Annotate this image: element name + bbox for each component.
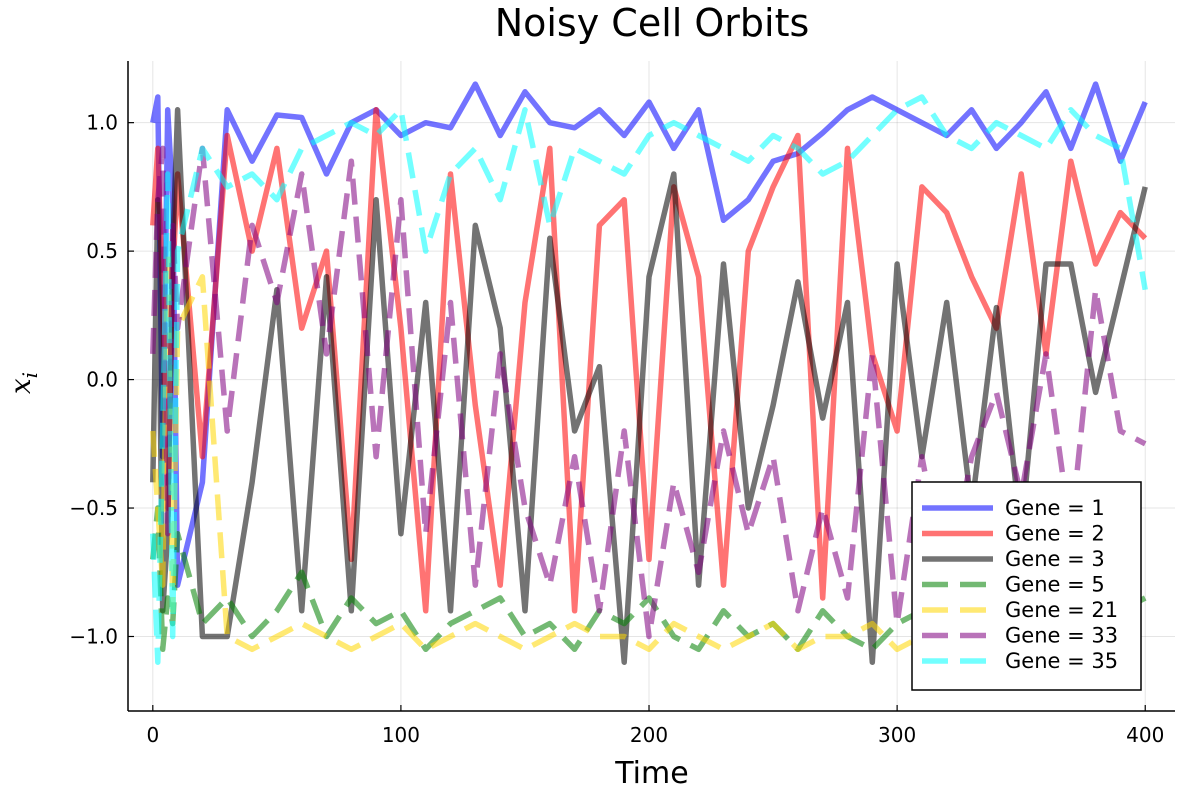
x-axis-label: Time	[614, 756, 688, 791]
series-line	[150, 94, 1148, 665]
y-tick-label: 1.0	[86, 111, 118, 135]
x-tick-label: 200	[630, 723, 668, 747]
series-line	[150, 107, 1148, 665]
x-tick-label: 0	[146, 723, 159, 747]
legend-label: Gene = 21	[1005, 598, 1118, 622]
series-line	[150, 107, 1148, 614]
x-tick-label: 400	[1126, 723, 1164, 747]
x-tick-label: 300	[878, 723, 916, 747]
legend-label: Gene = 33	[1005, 624, 1118, 648]
legend-label: Gene = 2	[1005, 522, 1105, 546]
x-tick-label: 100	[382, 723, 420, 747]
y-axis-label-subscript: i	[18, 372, 42, 378]
legend-label: Gene = 3	[1005, 547, 1105, 571]
axes	[127, 61, 1175, 712]
y-axis-label: xi	[4, 372, 42, 394]
y-axis-label-main: xi	[4, 372, 42, 394]
legend-label: Gene = 1	[1005, 496, 1105, 520]
y-tick-label: 0.5	[86, 239, 118, 263]
series-line	[150, 81, 1148, 588]
tick-labels: 0 100 200 300 400 −1.0 −0.5 0.0 0.5 1.0	[69, 111, 1164, 747]
chart-title: Noisy Cell Orbits	[495, 1, 810, 45]
y-axis-label-symbol: x	[4, 378, 37, 394]
legend-label: Gene = 35	[1005, 649, 1118, 673]
y-tick-label: −1.0	[69, 624, 118, 648]
legend-label: Gene = 5	[1005, 573, 1105, 597]
y-tick-label: 0.0	[86, 368, 118, 392]
y-tick-label: −0.5	[69, 496, 118, 520]
legend-box	[911, 481, 1142, 691]
